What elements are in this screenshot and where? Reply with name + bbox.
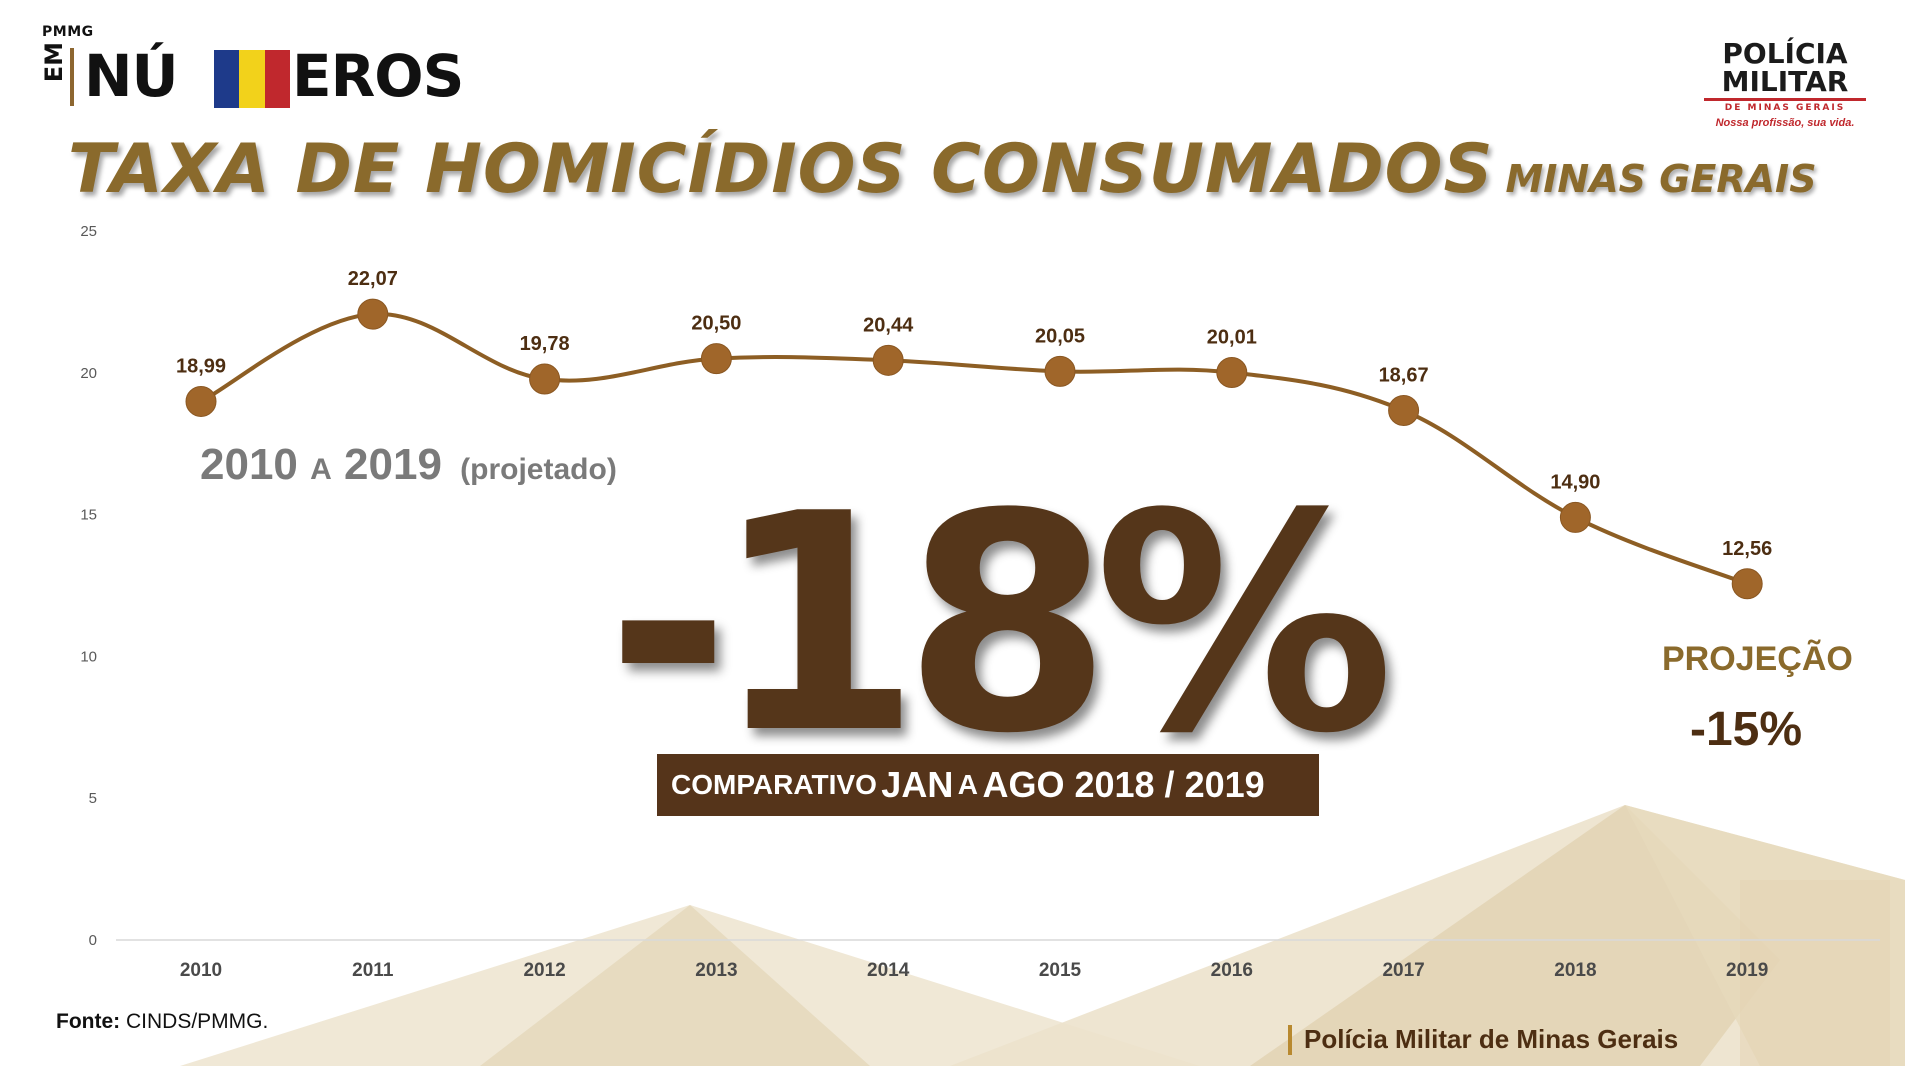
footer-brand-text: Polícia Militar de Minas Gerais — [1304, 1024, 1679, 1054]
data-label: 18,99 — [176, 355, 226, 377]
comparison-part-2: A — [957, 769, 979, 800]
page-title: TAXA DE HOMICÍDIOS CONSUMADOS MINAS GERAI… — [68, 130, 1898, 209]
source-label: Fonte: — [56, 1010, 121, 1033]
data-point — [1216, 357, 1248, 389]
source-note: Fonte: CINDS/PMMG. — [56, 1010, 268, 1034]
x-tick-label: 2015 — [1039, 960, 1082, 981]
x-tick-label: 2010 — [180, 960, 222, 981]
projection-label: PROJEÇÃO — [1662, 640, 1853, 678]
y-tick-label: 15 — [80, 507, 97, 524]
y-tick-label: 0 — [89, 932, 97, 949]
data-point — [1559, 501, 1591, 533]
data-point — [700, 343, 732, 375]
source-value: CINDS/PMMG. — [126, 1010, 269, 1033]
data-label: 20,05 — [1035, 325, 1085, 347]
data-point — [357, 298, 389, 330]
y-tick-label: 5 — [89, 790, 97, 807]
logo-right-line3: DE MINAS GERAIS — [1724, 103, 1846, 113]
highlight-percentage: -18% — [606, 450, 1395, 799]
data-label: 18,67 — [1379, 365, 1429, 387]
logo-divider — [70, 48, 74, 106]
data-label: 12,56 — [1722, 538, 1772, 560]
data-point — [529, 363, 561, 395]
y-tick-label: 10 — [80, 648, 97, 665]
comparison-part-3: AGO 2018 / 2019 — [982, 764, 1265, 805]
logo-right-line1: POLÍCIA — [1722, 37, 1848, 70]
x-tick-label: 2011 — [352, 960, 394, 981]
flag-icon — [214, 50, 290, 108]
x-tick-label: 2013 — [695, 960, 737, 981]
em-numeros-logo: PMMG EM NÚ EROS — [40, 22, 464, 110]
x-tick-label: 2016 — [1211, 960, 1253, 981]
data-point — [1044, 355, 1076, 387]
footer-brand: Polícia Militar de Minas Gerais — [1288, 1024, 1678, 1055]
data-label: 20,01 — [1207, 327, 1257, 349]
x-tick-label: 2019 — [1726, 960, 1768, 981]
data-label: 22,07 — [348, 268, 398, 290]
data-point — [1388, 395, 1420, 427]
data-label: 20,44 — [863, 314, 914, 336]
x-tick-label: 2012 — [523, 960, 565, 981]
x-tick-label: 2017 — [1382, 960, 1424, 981]
data-point — [872, 344, 904, 376]
y-tick-label: 25 — [80, 223, 97, 240]
comparison-part-1: JAN — [881, 764, 954, 805]
comparison-prefix: COMPARATIVO — [671, 769, 877, 800]
logo-right-line2: MILITAR — [1721, 65, 1849, 98]
footer-pipe — [1288, 1024, 1292, 1055]
period-end: 2019 — [344, 440, 442, 489]
x-tick-label: 2014 — [867, 960, 910, 981]
data-point — [185, 385, 217, 417]
period-connector: A — [310, 453, 332, 486]
logo-right-tagline: Nossa profissão, sua vida. — [1715, 117, 1855, 129]
title-main: TAXA DE HOMICÍDIOS CONSUMADOS — [68, 130, 1494, 209]
data-point — [1731, 568, 1763, 600]
period-label: 2010 A 2019 (projetado) — [200, 440, 617, 490]
logo-prefix: PMMG — [42, 24, 94, 40]
projection-value: -15% — [1690, 703, 1803, 756]
data-label: 19,78 — [520, 333, 570, 355]
series-line — [200, 312, 1748, 586]
period-note: (projetado) — [460, 453, 617, 486]
x-tick-label: 2018 — [1554, 960, 1596, 981]
policia-militar-logo: POLÍCIA MILITAR DE MINAS GERAIS Nossa pr… — [1700, 40, 1870, 135]
data-label: 14,90 — [1550, 471, 1600, 493]
logo-right-rule — [1704, 98, 1866, 101]
data-label: 20,50 — [691, 313, 741, 335]
title-region: MINAS GERAIS — [1505, 157, 1817, 201]
logo-text-start: NÚ — [84, 42, 179, 110]
comparison-banner: COMPARATIVO JAN A AGO 2018 / 2019 — [657, 754, 1319, 816]
logo-text-end: EROS — [292, 42, 464, 110]
y-tick-label: 20 — [80, 365, 97, 382]
period-start: 2010 — [200, 440, 298, 489]
